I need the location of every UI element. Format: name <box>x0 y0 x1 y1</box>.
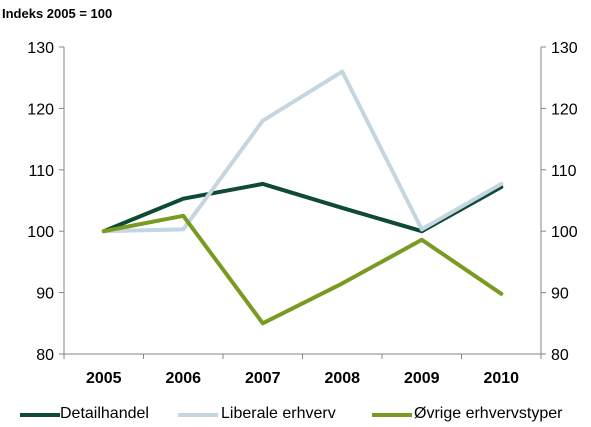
y-tick-label-left: 120 <box>27 101 54 118</box>
x-tick-label: 2006 <box>165 370 201 387</box>
x-tick-label: 2005 <box>86 370 122 387</box>
legend-swatch-detailhandel <box>20 413 60 417</box>
legend-label-ovrige-erhvervstyper: Øvrige erhvervstyper <box>414 405 563 422</box>
x-tick-label: 2009 <box>404 370 440 387</box>
chart-tick-labels: 130 130 120 120 110 110 100 100 90 90 80 80 2005 2006… <box>27 40 578 387</box>
series-line-detailhandel <box>101 181 504 234</box>
y-tick-label-right: 120 <box>551 101 578 118</box>
y-tick-label-left: 90 <box>36 286 54 303</box>
y-tick-label-left: 100 <box>27 224 54 241</box>
y-tick-label-right: 80 <box>551 347 569 364</box>
x-tick-label: 2007 <box>245 370 281 387</box>
x-tick-label: 2008 <box>324 370 360 387</box>
legend-swatch-liberale-erhverv <box>178 413 218 417</box>
series-line-ovrige-erhvervstyper <box>101 213 504 326</box>
chart-axes <box>59 46 546 359</box>
x-tick-label: 2010 <box>483 370 519 387</box>
y-tick-label-right: 130 <box>551 40 578 57</box>
y-tick-label-right: 110 <box>551 163 577 180</box>
chart-legend: Detailhandel Liberale erhverv Øvrige erh… <box>0 404 591 427</box>
legend-label-detailhandel: Detailhandel <box>60 405 149 422</box>
y-tick-label-right: 90 <box>551 286 569 303</box>
y-tick-label-left: 130 <box>27 40 54 57</box>
y-tick-label-right: 100 <box>551 224 578 241</box>
series-line-liberale-erhverv <box>101 69 504 234</box>
y-tick-label-left: 80 <box>36 347 54 364</box>
chart-series-lines <box>101 69 504 326</box>
chart-title: Indeks 2005 = 100 <box>2 6 113 21</box>
y-tick-label-left: 110 <box>28 163 54 180</box>
legend-label-liberale-erhverv: Liberale erhverv <box>221 405 336 422</box>
legend-swatch-ovrige-erhvervstyper <box>372 413 412 417</box>
